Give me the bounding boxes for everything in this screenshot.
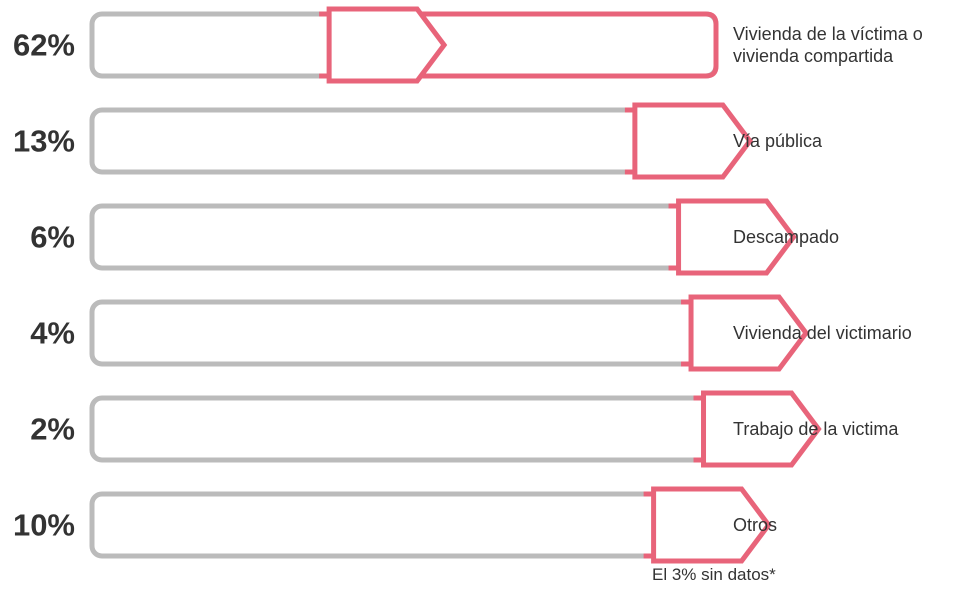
bar-row: 13% Vía pública bbox=[13, 102, 823, 180]
bar-arrow-marker bbox=[676, 198, 797, 276]
bar-track bbox=[89, 299, 719, 367]
category-label: Descampado bbox=[733, 227, 839, 247]
value-label: 13% bbox=[13, 124, 75, 159]
bar-arrow-marker bbox=[651, 486, 772, 564]
category-label: Vivienda del victimario bbox=[733, 323, 912, 343]
value-label: 2% bbox=[30, 412, 75, 447]
category-label: Trabajo de la victima bbox=[733, 419, 899, 439]
bar-track bbox=[89, 395, 719, 463]
value-label: 4% bbox=[30, 316, 75, 351]
bar-row: 4% Vivienda del victimario bbox=[30, 294, 912, 372]
bar-arrow-marker bbox=[701, 390, 822, 468]
bar-arrow-marker bbox=[632, 102, 754, 180]
category-label: Vivienda de la víctima o vivienda compart… bbox=[733, 24, 923, 66]
bar-row: 6% Descampado bbox=[30, 198, 839, 276]
bar-row: 2% Trabajo de la victima bbox=[30, 390, 899, 468]
bar-track bbox=[89, 491, 719, 559]
bar-row: 10% Otros bbox=[13, 486, 777, 564]
bar-track bbox=[89, 203, 719, 271]
category-label: Vía pública bbox=[733, 131, 823, 151]
category-label: Otros bbox=[733, 515, 777, 535]
value-label: 62% bbox=[13, 28, 75, 63]
bar-arrow-marker bbox=[326, 6, 448, 84]
value-label: 10% bbox=[13, 508, 75, 543]
bar-arrow-marker bbox=[688, 294, 810, 372]
bar-row: 62% Vivienda de la víctima o vivienda comp… bbox=[13, 6, 923, 84]
footnote: El 3% sin datos* bbox=[652, 565, 776, 584]
bar-value-segment bbox=[319, 11, 719, 79]
bar-track bbox=[89, 107, 719, 175]
value-label: 6% bbox=[30, 220, 75, 255]
